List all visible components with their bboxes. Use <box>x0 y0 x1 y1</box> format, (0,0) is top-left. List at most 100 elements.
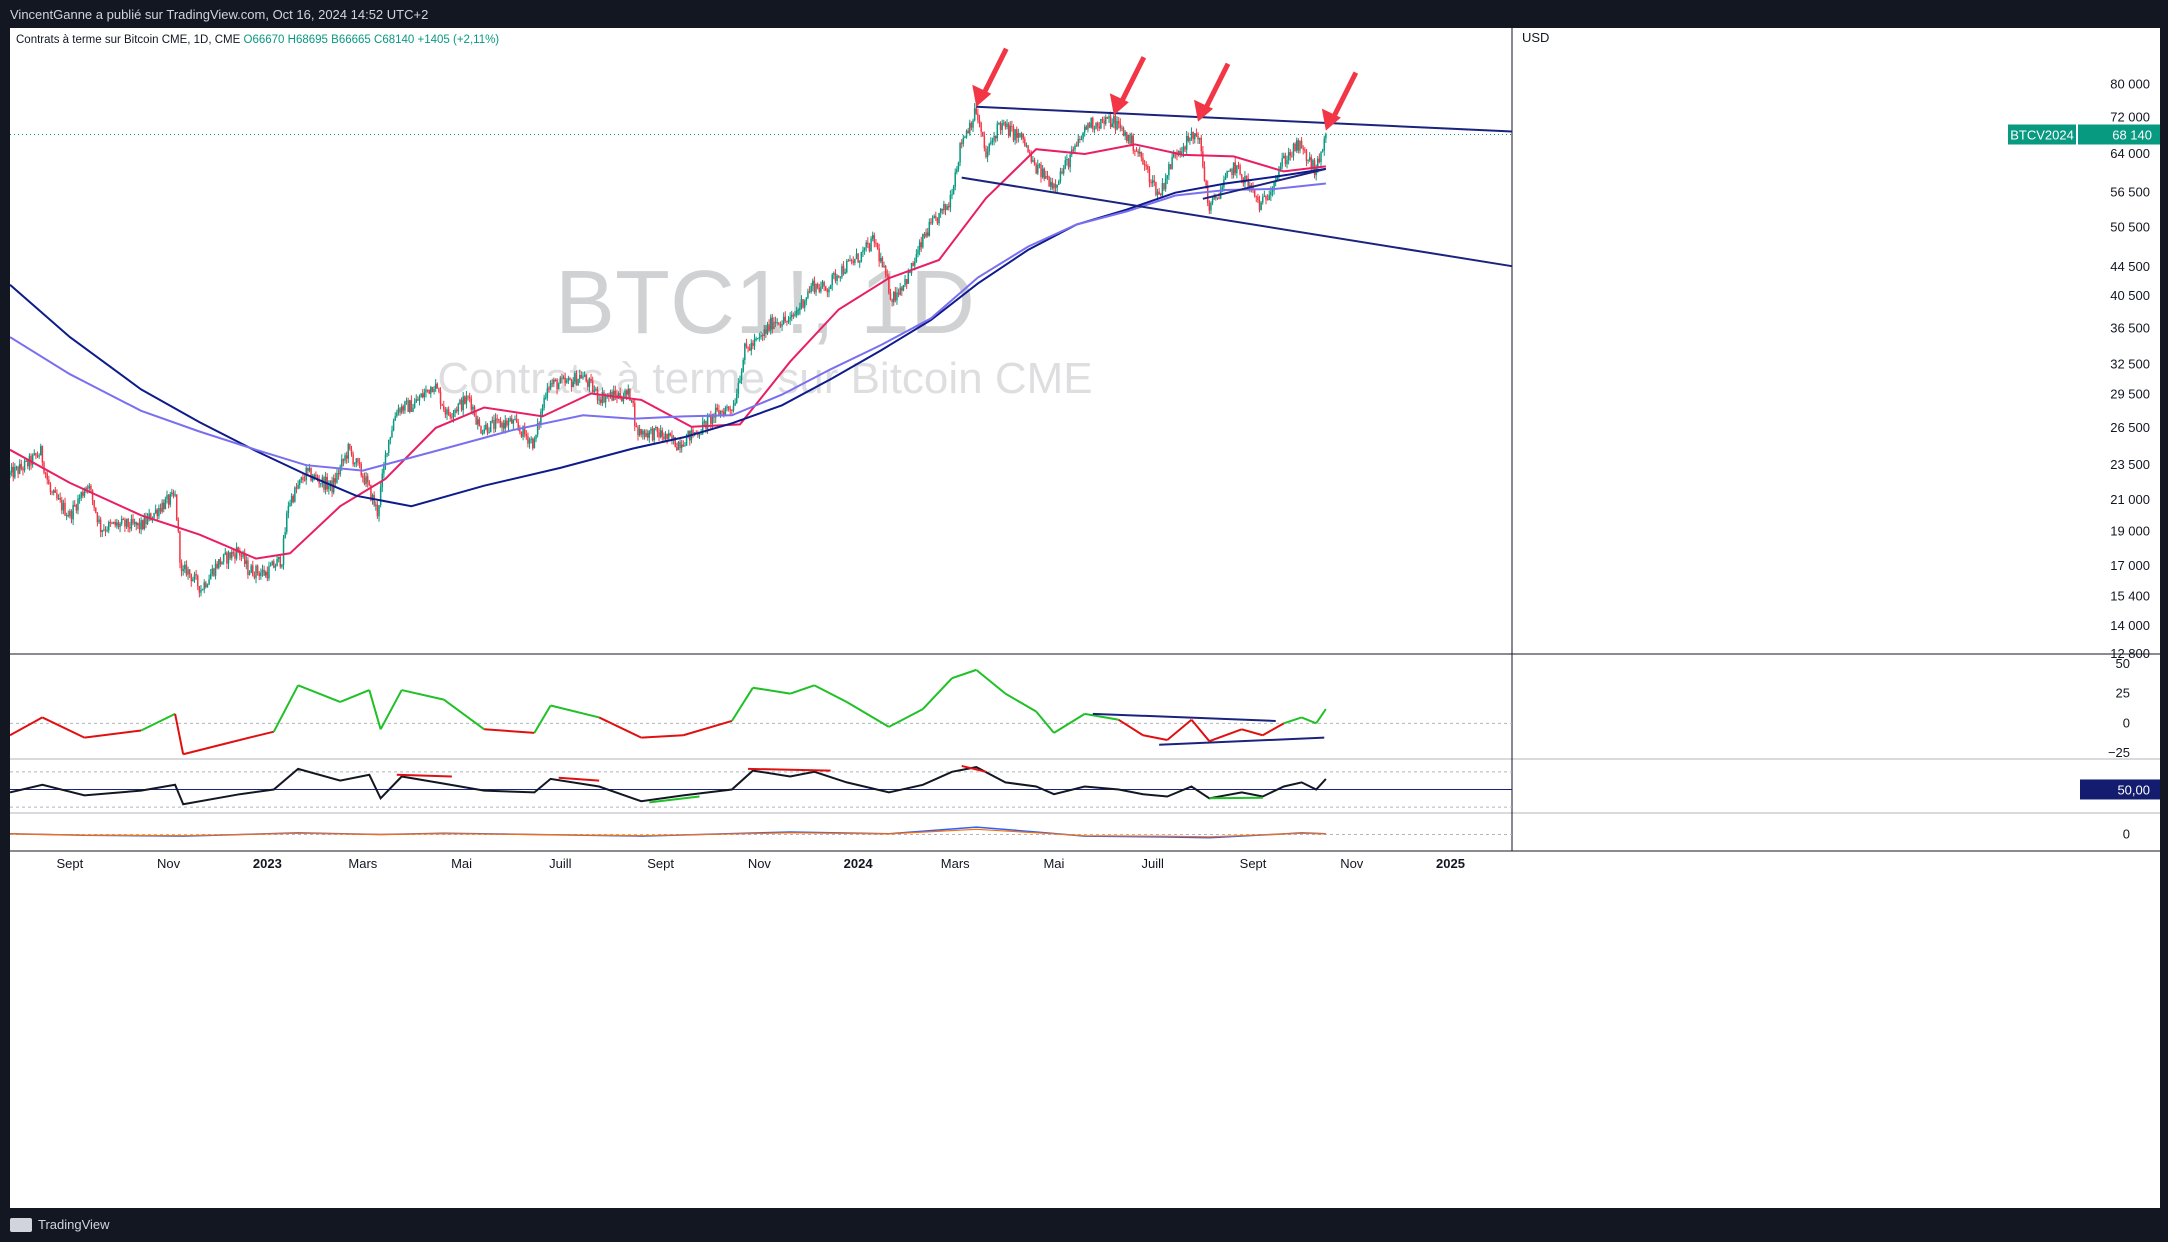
tradingview-logo[interactable]: TradingView <box>10 1217 110 1232</box>
candle-body <box>378 505 380 517</box>
candle-body <box>232 552 235 554</box>
candle-body <box>252 565 254 576</box>
candle-body <box>420 393 422 398</box>
candle-body <box>49 484 52 493</box>
candle-body <box>629 388 631 401</box>
candle-body <box>188 569 191 575</box>
candle-body <box>651 428 654 441</box>
candle-body <box>1024 139 1026 146</box>
red-arrow-head <box>972 84 992 107</box>
candle-body <box>1130 135 1133 144</box>
candle-body <box>255 565 257 578</box>
candle-body <box>83 491 86 496</box>
moving-average-line <box>9 182 1327 472</box>
osc3-signal-line <box>9 828 1326 838</box>
candle-body <box>260 572 262 577</box>
candle-body <box>182 569 184 571</box>
candle-body <box>1224 177 1227 180</box>
candle-body <box>423 392 426 398</box>
osc1-segment <box>1004 692 1037 713</box>
candle-body <box>329 480 332 486</box>
candle-body <box>791 314 793 318</box>
candle-body <box>862 250 864 253</box>
candle-body <box>624 390 626 398</box>
candle-body <box>1299 140 1301 151</box>
candle-body <box>768 324 770 331</box>
candle-body <box>394 416 396 421</box>
candle-body <box>994 135 997 139</box>
candle-body <box>1255 195 1258 197</box>
candle-body <box>1134 150 1136 152</box>
candle-body <box>849 260 851 262</box>
candle-body <box>867 242 869 245</box>
candle-body <box>1037 165 1039 174</box>
candle-body <box>1245 176 1248 179</box>
candle-body <box>336 473 338 483</box>
price-tick-label: 80 000 <box>2110 77 2150 92</box>
osc2-divergence-line <box>396 773 452 778</box>
candle-body <box>514 418 516 421</box>
candle-body <box>634 403 636 426</box>
chart-area[interactable]: USD 80 000 72 000 64 000 56 500 50 500 44 500 4… <box>9 28 2160 1208</box>
osc2-level-label: 50,00 <box>2117 782 2150 797</box>
candle-body <box>1198 137 1201 140</box>
candle-body <box>823 281 825 287</box>
candle-body <box>630 400 633 402</box>
candle-body <box>297 485 299 489</box>
candle-body <box>169 494 171 505</box>
candle-body <box>73 504 76 506</box>
red-arrow-shaft <box>980 47 1009 98</box>
candle-body <box>27 460 29 467</box>
candle-body <box>727 406 730 410</box>
candle-body <box>1187 135 1190 141</box>
osc1-segment <box>1084 712 1119 721</box>
candle-body <box>117 522 120 527</box>
candle-body <box>1045 175 1047 179</box>
time-axis-label: Mai <box>451 856 472 871</box>
candle-body <box>556 380 558 390</box>
candle-body <box>517 422 519 428</box>
candle-body <box>888 276 890 294</box>
price-tick-label: 44 500 <box>2110 259 2150 274</box>
candle-body <box>17 466 19 474</box>
candle-body <box>460 399 463 411</box>
candle-body <box>714 407 717 418</box>
candle-body <box>1312 160 1314 168</box>
candle-body <box>392 420 395 431</box>
candle-body <box>428 389 430 394</box>
osc1-segment <box>813 684 848 703</box>
candle-body <box>719 411 722 416</box>
candle-body <box>218 559 220 569</box>
candle-body <box>256 565 259 574</box>
candle-body <box>409 400 411 412</box>
candle-body <box>1206 185 1209 204</box>
candle-body <box>983 136 986 149</box>
trendline <box>1202 167 1327 200</box>
candle-body <box>962 137 965 144</box>
candle-body <box>993 135 995 141</box>
candle-body <box>198 586 201 593</box>
candle-body <box>865 242 867 248</box>
candle-body <box>601 392 604 403</box>
candle-body <box>258 573 261 577</box>
candle-body <box>112 521 115 524</box>
candle-body <box>1168 164 1170 176</box>
candle-body <box>353 463 356 465</box>
candle-body <box>816 283 819 289</box>
contract-badge <box>2008 124 2076 145</box>
candle-body <box>502 422 505 429</box>
candle-body <box>433 389 435 392</box>
chart-svg[interactable]: USD 80 000 72 000 64 000 56 500 50 500 44 500 4… <box>9 28 2160 1208</box>
candle-body <box>375 504 377 506</box>
candle-body <box>1284 155 1287 165</box>
tradingview-brand: TradingView <box>38 1217 110 1232</box>
candle-body <box>470 398 473 410</box>
osc3-tick-label: 0 <box>2123 827 2130 842</box>
candle-body <box>857 253 859 263</box>
candle-body <box>193 574 196 580</box>
candle-body <box>854 258 856 263</box>
candle-body <box>1190 131 1193 138</box>
candle-body <box>1234 162 1236 173</box>
candle-body <box>1228 170 1230 172</box>
candle-body <box>1268 195 1270 200</box>
